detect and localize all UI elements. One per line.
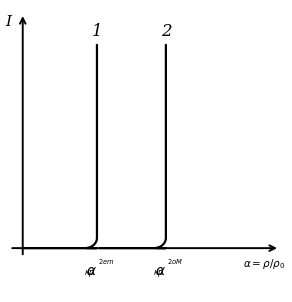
Text: $\alpha$: $\alpha$: [86, 264, 97, 278]
Text: $\alpha$: $\alpha$: [155, 264, 166, 278]
Text: 1: 1: [92, 23, 102, 40]
Text: $_{\kappa p}$: $_{\kappa p}$: [84, 268, 95, 281]
Text: I: I: [5, 15, 11, 29]
Text: $^{\mathit{2em}}$: $^{\mathit{2em}}$: [98, 261, 115, 270]
Text: $\alpha = \rho/\rho_0$: $\alpha = \rho/\rho_0$: [243, 257, 285, 271]
Text: $^{\mathit{2oM}}$: $^{\mathit{2oM}}$: [167, 261, 183, 270]
Text: 2: 2: [161, 23, 171, 40]
Text: $_{\kappa p}$: $_{\kappa p}$: [153, 268, 165, 281]
